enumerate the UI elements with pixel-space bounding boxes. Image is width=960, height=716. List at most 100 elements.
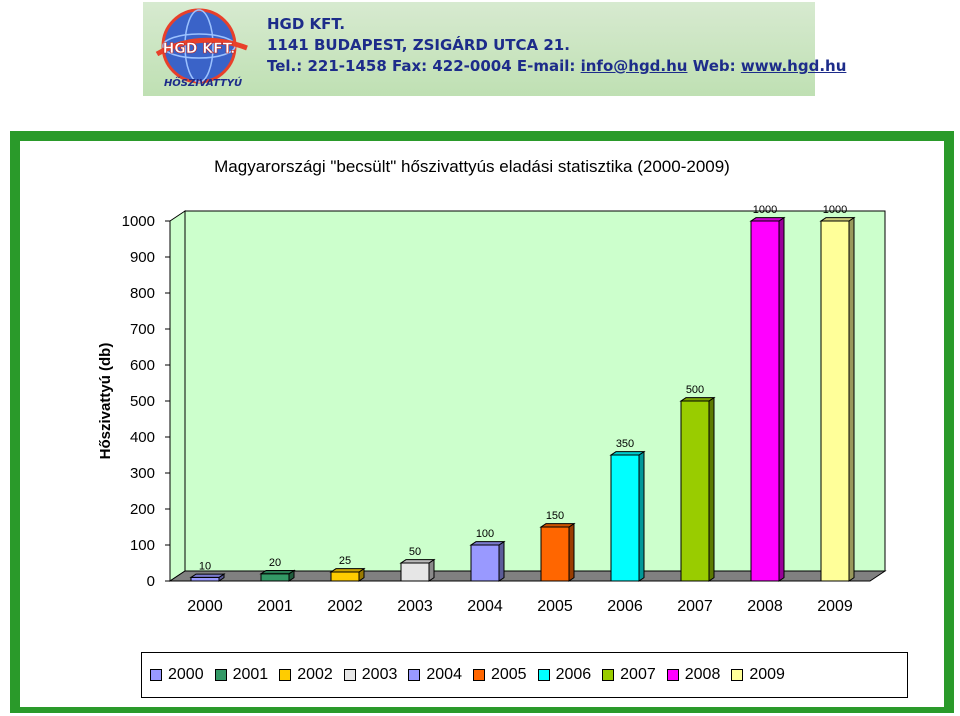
company-contact: Tel.: 221-1458 Fax: 422-0004 E-mail: inf… (267, 56, 846, 77)
data-label: 350 (616, 438, 634, 450)
bar-front (820, 220, 850, 582)
bar-2007 (679, 396, 716, 582)
legend-label: 2002 (297, 666, 333, 683)
y-tick-label: 100 (130, 537, 155, 554)
legend-label: 2001 (232, 666, 269, 683)
bar-front (260, 573, 290, 582)
x-tick-label: 2006 (607, 598, 643, 615)
legend-swatch (537, 669, 550, 681)
legend-item-2009: 2009 (731, 666, 785, 684)
email-link[interactable]: info@hgd.hu (580, 57, 688, 75)
bar-front (330, 571, 360, 582)
data-label: 500 (686, 384, 704, 396)
y-tick-label: 500 (130, 393, 155, 410)
bar-front (540, 526, 570, 582)
svg-text:HŐSZIVATTYÚ: HŐSZIVATTYÚ (164, 75, 242, 89)
bar-top (259, 569, 296, 575)
bar-top (539, 523, 576, 528)
y-tick-label: 300 (130, 465, 155, 482)
bar-top (679, 397, 716, 402)
bar-side (848, 216, 855, 582)
legend-swatch (150, 669, 162, 681)
bar-front (400, 562, 430, 582)
bar-2002 (329, 567, 366, 582)
bar-front (610, 454, 640, 582)
bar-top (469, 541, 506, 546)
company-logo: HGD KFT. HŐSZIVATTYÚ (155, 8, 248, 89)
web-link[interactable]: www.hgd.hu (740, 57, 847, 75)
bar-side (708, 396, 715, 582)
y-tick-label: 800 (130, 285, 155, 302)
legend-swatch (408, 669, 421, 681)
company-address: 1141 BUDAPEST, ZSIGÁRD UTCA 21. (267, 36, 570, 54)
legend-label: 2005 (490, 666, 527, 683)
bar-top (399, 559, 436, 564)
legend-item-2008: 2008 (666, 666, 721, 684)
chart-title: Magyarországi "becsült" hőszivattyús ela… (214, 157, 730, 176)
bar-2008 (749, 216, 786, 582)
bar-side (498, 540, 505, 582)
y-tick-label: 900 (130, 249, 155, 266)
data-label: 100 (476, 528, 494, 540)
legend-item-2006: 2006 (537, 666, 591, 684)
data-label: 20 (269, 557, 281, 569)
legend-swatch (602, 669, 615, 681)
bar-2003 (399, 558, 436, 582)
y-tick-label: 700 (130, 321, 155, 338)
bar-side (568, 522, 575, 582)
data-label: 1000 (823, 204, 847, 216)
bar-chart: 0 100 200 300 400 500 600 700 800 900 1000 Hőszivat… (97, 204, 887, 615)
bar-front (190, 576, 220, 582)
bar-top (749, 217, 786, 222)
legend-item-2007: 2007 (602, 666, 656, 684)
bar-top (189, 573, 226, 578)
legend-label: 2007 (620, 666, 656, 683)
bar-2009 (819, 216, 856, 582)
contact-text: Tel.: 221-1458 Fax: 422-0004 E-mail: (267, 57, 581, 75)
bar-2001 (259, 569, 296, 582)
bar-top (609, 451, 646, 456)
legend-item-2005: 2005 (472, 666, 527, 684)
web-prefix: Web: (687, 57, 741, 75)
data-label: 50 (409, 546, 421, 558)
bar-2006 (609, 450, 646, 582)
x-tick-label: 2009 (817, 598, 853, 615)
x-tick-label: 2007 (677, 598, 713, 615)
x-tick-label: 2008 (747, 598, 783, 615)
legend-item-2004: 2004 (408, 666, 462, 684)
legend-label: 2008 (684, 666, 721, 683)
bar-side (638, 450, 645, 582)
data-label: 150 (546, 510, 564, 522)
y-tick-label: 200 (130, 501, 155, 518)
bar-front (680, 400, 710, 582)
legend-label: 2009 (749, 666, 785, 683)
bar-top (329, 568, 366, 573)
y-tick-label: 1000 (122, 213, 155, 230)
legend-swatch (214, 669, 227, 681)
legend-item-2000: 2000 (150, 666, 204, 684)
x-tick-label: 2005 (537, 598, 573, 615)
legend-swatch (666, 669, 679, 681)
chart-frame: Magyarországi "becsült" hőszivattyús ela… (10, 131, 954, 713)
legend-swatch (472, 669, 485, 681)
legend-item-2001: 2001 (214, 666, 269, 684)
bar-top (819, 217, 856, 222)
data-label: 1000 (753, 204, 777, 216)
company-name: HGD KFT. (267, 15, 346, 33)
bar-front (750, 220, 780, 582)
legend-item-2003: 2003 (343, 666, 398, 684)
y-tick-label: 400 (130, 429, 155, 446)
chart-legend: 2000 2001 2002 2003 2004 2005 2006 2007 2008 2009 (141, 652, 908, 698)
legend-swatch (343, 669, 356, 681)
company-header: HGD KFT. HŐSZIVATTYÚ HGD KFT. 1141 BUDAP… (143, 2, 846, 96)
x-tick-label: 2003 (397, 598, 433, 615)
bar-side (778, 216, 785, 582)
legend-label: 2003 (361, 666, 398, 683)
company-info: HGD KFT. 1141 BUDAPEST, ZSIGÁRD UTCA 21.… (267, 14, 846, 77)
bar-2004 (469, 540, 506, 582)
x-tick-label: 2004 (467, 598, 503, 615)
x-tick-label: 2001 (257, 598, 293, 615)
svg-text:HGD KFT.: HGD KFT. (163, 41, 236, 57)
bar-2005 (539, 522, 576, 582)
y-tick-label: 0 (147, 573, 155, 590)
